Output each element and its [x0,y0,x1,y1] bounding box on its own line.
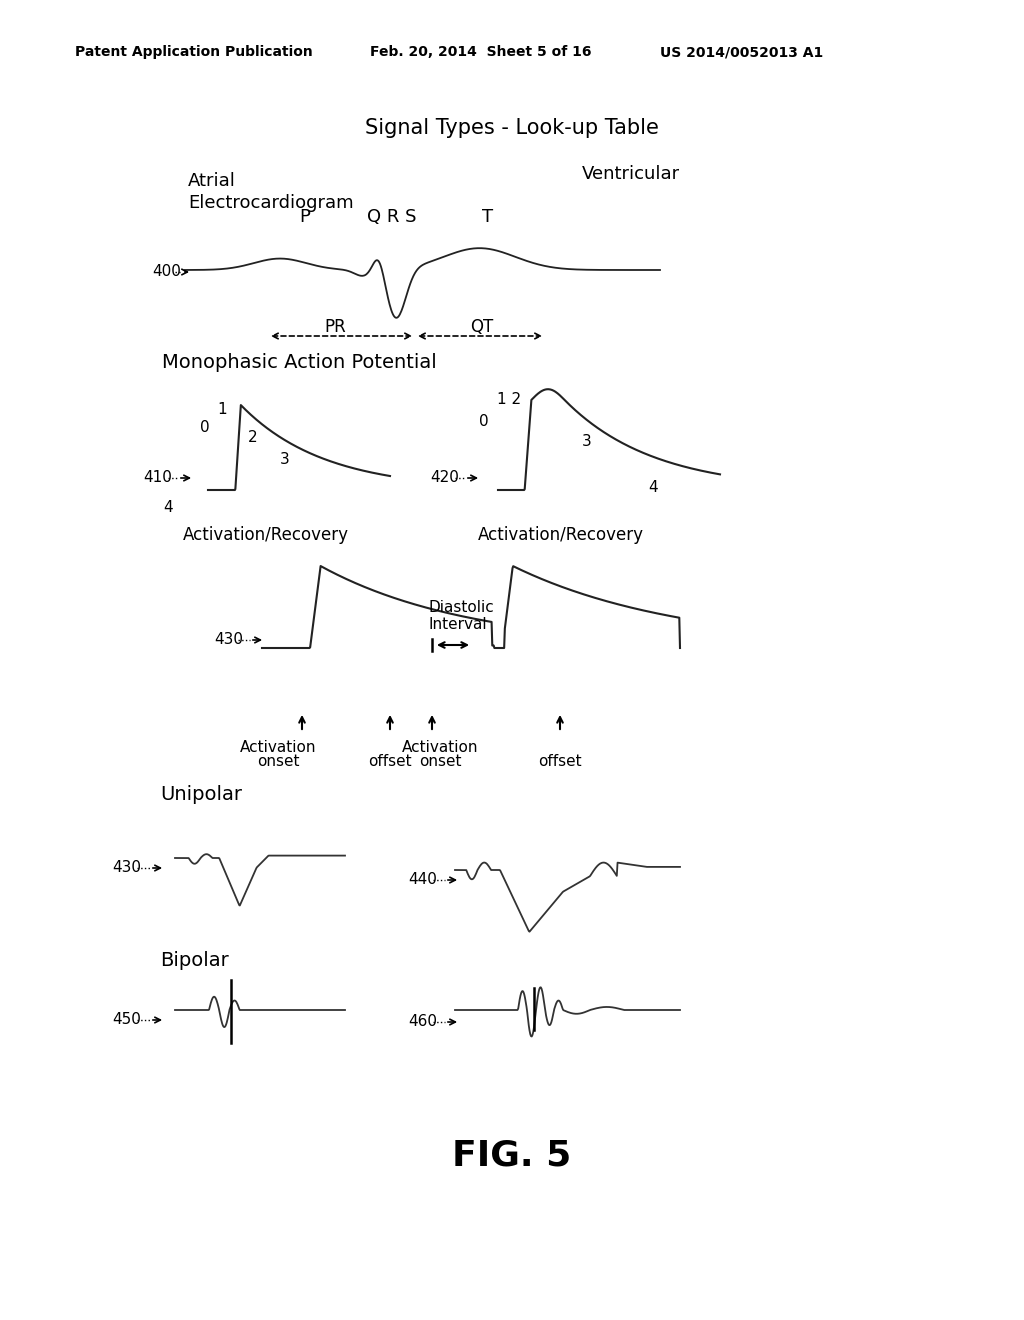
Text: Activation: Activation [401,741,478,755]
Text: 0: 0 [200,421,210,436]
Text: Monophasic Action Potential: Monophasic Action Potential [162,354,437,372]
Text: 460: 460 [408,1015,437,1030]
Text: Patent Application Publication: Patent Application Publication [75,45,312,59]
Text: Bipolar: Bipolar [160,950,228,969]
Text: QT: QT [470,318,494,337]
Text: 430: 430 [214,632,243,648]
Text: P: P [300,209,310,226]
Text: 4: 4 [163,500,173,516]
Text: Q R S: Q R S [368,209,417,226]
Text: T: T [482,209,494,226]
Text: Atrial
Electrocardiogram: Atrial Electrocardiogram [188,172,353,213]
Text: onset: onset [257,755,299,770]
Text: 3: 3 [582,434,592,450]
Text: FIG. 5: FIG. 5 [453,1138,571,1172]
Text: Feb. 20, 2014  Sheet 5 of 16: Feb. 20, 2014 Sheet 5 of 16 [370,45,592,59]
Text: Diastolic
Interval: Diastolic Interval [428,601,494,632]
Text: 400: 400 [152,264,181,280]
Text: Signal Types - Look-up Table: Signal Types - Look-up Table [366,117,658,139]
Text: US 2014/0052013 A1: US 2014/0052013 A1 [660,45,823,59]
Text: Activation: Activation [240,741,316,755]
Text: PR: PR [325,318,346,337]
Text: 1: 1 [217,403,226,417]
Text: Activation/Recovery: Activation/Recovery [478,525,644,544]
Text: Unipolar: Unipolar [160,785,242,804]
Text: 0: 0 [479,414,488,429]
Text: 4: 4 [648,480,657,495]
Text: 410: 410 [143,470,172,486]
Text: offset: offset [369,755,412,770]
Text: 3: 3 [280,453,290,467]
Text: Ventricular: Ventricular [582,165,680,183]
Text: 440: 440 [408,873,437,887]
Text: Activation/Recovery: Activation/Recovery [183,525,349,544]
Text: offset: offset [539,755,582,770]
Text: 420: 420 [430,470,459,486]
Text: 450: 450 [112,1012,141,1027]
Text: 2: 2 [248,430,258,446]
Text: 430: 430 [112,861,141,875]
Text: onset: onset [419,755,461,770]
Text: 1 2: 1 2 [497,392,521,408]
